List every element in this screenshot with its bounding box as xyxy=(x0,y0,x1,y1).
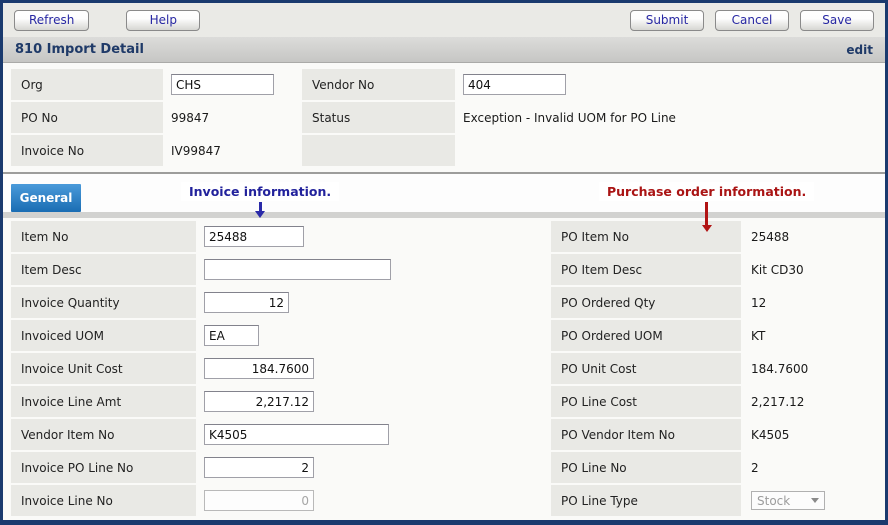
invoice-po-line-no-input[interactable] xyxy=(204,457,314,478)
po-no-value: 99847 xyxy=(171,110,210,125)
po-line-cost-value: 2,217.12 xyxy=(751,394,805,409)
vendor-item-no-label: Vendor Item No xyxy=(11,419,196,450)
vendor-no-label: Vendor No xyxy=(302,69,455,100)
po-line-type-label: PO Line Type xyxy=(551,485,741,516)
invoice-no-label: Invoice No xyxy=(11,135,163,166)
po-line-type-value: Stock xyxy=(757,493,791,508)
po-line-cost-label: PO Line Cost xyxy=(551,386,741,417)
invoice-line-amt-cell xyxy=(198,386,549,417)
page-title: 810 Import Detail xyxy=(15,42,144,57)
invoice-line-amt-label: Invoice Line Amt xyxy=(11,386,196,417)
po-ordered-uom-value: KT xyxy=(751,328,766,343)
po-line-type-select: Stock xyxy=(751,491,825,510)
title-bar: 810 Import Detail edit xyxy=(3,37,885,63)
org-value-cell xyxy=(165,69,300,100)
header-empty-value-cell xyxy=(457,135,883,166)
invoice-no-value: IV99847 xyxy=(171,143,221,158)
po-item-desc-label: PO Item Desc xyxy=(551,254,741,285)
org-input[interactable] xyxy=(171,74,274,95)
submit-button[interactable]: Submit xyxy=(630,9,704,31)
po-ordered-uom-label: PO Ordered UOM xyxy=(551,320,741,351)
chevron-down-icon xyxy=(811,498,819,503)
save-button[interactable]: Save xyxy=(800,9,874,31)
po-ordered-qty-value: 12 xyxy=(751,295,767,310)
invoice-unit-cost-cell xyxy=(198,353,549,384)
invoice-quantity-label: Invoice Quantity xyxy=(11,287,196,318)
invoice-annotation: Invoice information. xyxy=(181,182,340,218)
po-unit-cost-value: 184.7600 xyxy=(751,361,809,376)
purchase-order-annotation: Purchase order information. xyxy=(599,182,815,232)
section-separator xyxy=(3,172,885,174)
header-fields: Org Vendor No PO No 99847 Status Excepti… xyxy=(3,63,885,172)
item-no-label: Item No xyxy=(11,221,196,252)
vendor-no-input[interactable] xyxy=(463,74,566,95)
vendor-no-value-cell xyxy=(457,69,883,100)
status-value: Exception - Invalid UOM for PO Line xyxy=(463,110,676,125)
invoice-line-amt-input[interactable] xyxy=(204,391,314,412)
tab-bar: General Invoice information. Purchase or… xyxy=(3,174,885,232)
item-no-cell xyxy=(198,221,549,252)
item-desc-cell xyxy=(198,254,549,285)
po-unit-cost-label: PO Unit Cost xyxy=(551,353,741,384)
edit-mode-label: edit xyxy=(846,42,873,57)
toolbar-right-group: Submit Cancel Save xyxy=(630,9,874,31)
po-item-no-value: 25488 xyxy=(751,229,790,244)
po-item-no-label: PO Item No xyxy=(551,221,741,252)
invoice-line-no-cell xyxy=(198,485,549,516)
invoice-quantity-input[interactable] xyxy=(204,292,289,313)
invoiced-uom-input[interactable] xyxy=(204,325,259,346)
invoice-unit-cost-label: Invoice Unit Cost xyxy=(11,353,196,384)
po-ordered-qty-label: PO Ordered Qty xyxy=(551,287,741,318)
general-tab-form: Item No PO Item No 25488 Item Desc PO It… xyxy=(3,218,885,516)
invoiced-uom-label: Invoiced UOM xyxy=(11,320,196,351)
vendor-item-no-cell xyxy=(198,419,549,450)
po-item-desc-value: Kit CD30 xyxy=(751,262,804,277)
purchase-order-annotation-text: Purchase order information. xyxy=(599,182,815,201)
down-arrow-icon xyxy=(701,202,712,232)
item-no-input[interactable] xyxy=(204,226,304,247)
invoice-po-line-no-cell xyxy=(198,452,549,483)
down-arrow-icon xyxy=(255,202,266,218)
invoice-annotation-text: Invoice information. xyxy=(181,182,340,201)
invoice-line-no-label: Invoice Line No xyxy=(11,485,196,516)
tab-bar-underline xyxy=(3,212,885,218)
invoice-line-no-input xyxy=(204,490,314,511)
cancel-button[interactable]: Cancel xyxy=(715,9,789,31)
vendor-item-no-input[interactable] xyxy=(204,424,389,445)
po-line-type-cell: Stock xyxy=(743,485,883,516)
invoice-po-line-no-label: Invoice PO Line No xyxy=(11,452,196,483)
invoice-unit-cost-input[interactable] xyxy=(204,358,314,379)
toolbar: Refresh Help Submit Cancel Save xyxy=(3,3,885,37)
status-label: Status xyxy=(302,102,455,133)
header-empty-label-cell xyxy=(302,135,455,166)
item-desc-label: Item Desc xyxy=(11,254,196,285)
po-line-no-value: 2 xyxy=(751,460,759,475)
org-label: Org xyxy=(11,69,163,100)
po-vendor-item-no-label: PO Vendor Item No xyxy=(551,419,741,450)
invoice-quantity-cell xyxy=(198,287,549,318)
invoiced-uom-cell xyxy=(198,320,549,351)
tab-general[interactable]: General xyxy=(11,184,81,212)
item-desc-input[interactable] xyxy=(204,259,391,280)
po-no-label: PO No xyxy=(11,102,163,133)
help-button[interactable]: Help xyxy=(126,9,201,31)
refresh-button[interactable]: Refresh xyxy=(14,9,90,31)
po-line-no-label: PO Line No xyxy=(551,452,741,483)
po-vendor-item-no-value: K4505 xyxy=(751,427,790,442)
